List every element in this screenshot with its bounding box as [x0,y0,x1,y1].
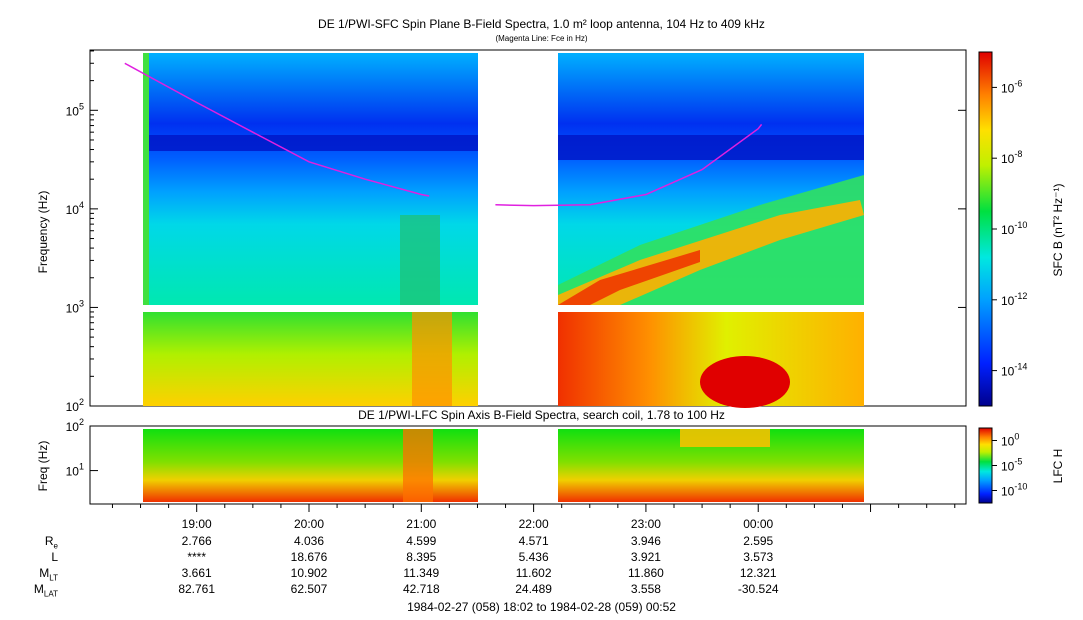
ephemeris-value: 4.036 [293,534,325,548]
time-tick-label: 22:00 [519,517,549,531]
ephemeris-label: Re [44,534,58,551]
ephemeris-value: 12.321 [739,566,777,580]
sfc-colorbar-ticks: 10-6 10-8 10-10 10-12 10-14 [992,78,1027,379]
ephemeris-value: 4.599 [406,534,437,548]
time-tick-label: 23:00 [631,517,661,531]
lfc-ytick-label: 101 [66,462,84,479]
sfc-ytick-label: 104 [66,200,84,217]
fce-line [124,62,763,207]
sfc-y-axis: 102 103 104 105 [66,50,966,414]
sfc-title: DE 1/PWI-SFC Spin Plane B-Field Spectra,… [318,17,765,31]
sfc-colorbar-tick-label: 10-12 [1001,291,1027,308]
ephemeris-label: MLAT [33,582,58,599]
sfc-y-label: Frequency (Hz) [36,191,50,274]
time-axis: 19:00 20:00 21:00 22:00 23:00 00:00 [111,504,956,531]
ephemeris-value: 3.573 [743,550,774,564]
sfc-ytick-label: 102 [66,397,84,414]
ephemeris-value: 10.902 [290,566,328,580]
ephemeris-value: 18.676 [290,550,328,564]
lfc-colorbar-tick-label: 10-10 [1001,482,1027,499]
ephemeris-value: 42.718 [402,582,440,596]
ephemeris-value: 2.766 [181,534,212,548]
lfc-colorbar-label: LFC H [1051,449,1065,484]
ephemeris-value: 11.860 [628,566,664,580]
ephemeris-value: 8.395 [406,550,437,564]
ephemeris-value: 11.349 [403,566,440,580]
lfc-spectrogram [143,429,864,502]
ephemeris-value: 5.436 [518,550,549,564]
lfc-y-label: Freq (Hz) [36,441,50,492]
ephemeris-value: -30.524 [737,582,779,596]
sfc-spectrogram-left [143,53,478,406]
lfc-colorbar-tick-label: 10-5 [1001,457,1022,474]
sfc-colorbar-tick-label: 10-10 [1001,220,1027,237]
ephemeris-label: MLT [39,566,58,583]
ephemeris-value: 3.558 [630,582,661,596]
ephemeris-value: 82.761 [178,582,216,596]
sfc-colorbar-label: SFC B (nT² Hz⁻¹) [1051,184,1065,277]
time-tick-label: 21:00 [406,517,436,531]
lfc-colorbar [978,427,993,504]
ephemeris-value: 3.946 [630,534,661,548]
ephemeris-value: 3.921 [630,550,661,564]
ephemeris-value: 62.507 [290,582,328,596]
time-range: 1984-02-27 (058) 18:02 to 1984-02-28 (05… [407,600,676,614]
ephemeris-value: 4.571 [518,534,549,548]
time-tick-label: 19:00 [182,517,212,531]
sfc-subtitle: (Magenta Line: Fce in Hz) [495,34,588,43]
sfc-colorbar-tick-label: 10-14 [1001,362,1027,379]
lfc-colorbar-ticks: 100 10-5 10-10 [992,432,1027,499]
sfc-colorbar [978,51,993,407]
time-tick-label: 00:00 [743,517,773,531]
lfc-colorbar-tick-label: 100 [1001,432,1019,449]
lfc-title: DE 1/PWI-LFC Spin Axis B-Field Spectra, … [358,408,725,422]
ephemeris-value: 24.489 [515,582,552,596]
time-tick-label: 20:00 [294,517,324,531]
sfc-ytick-label: 105 [66,101,84,118]
ephemeris-value: **** [187,550,207,564]
ephemeris-value: 2.595 [743,534,774,548]
ephemeris-value: 11.602 [515,566,552,580]
sfc-ytick-label: 103 [66,298,84,315]
sfc-spectrogram-right [558,53,864,408]
ephemeris-label: L [51,550,58,564]
sfc-colorbar-tick-label: 10-8 [1001,149,1022,166]
lfc-ytick-label: 102 [66,417,84,434]
ephemeris-value: 3.661 [181,566,212,580]
lfc-y-axis: 101 102 [66,417,98,479]
sfc-colorbar-tick-label: 10-6 [1001,78,1022,95]
